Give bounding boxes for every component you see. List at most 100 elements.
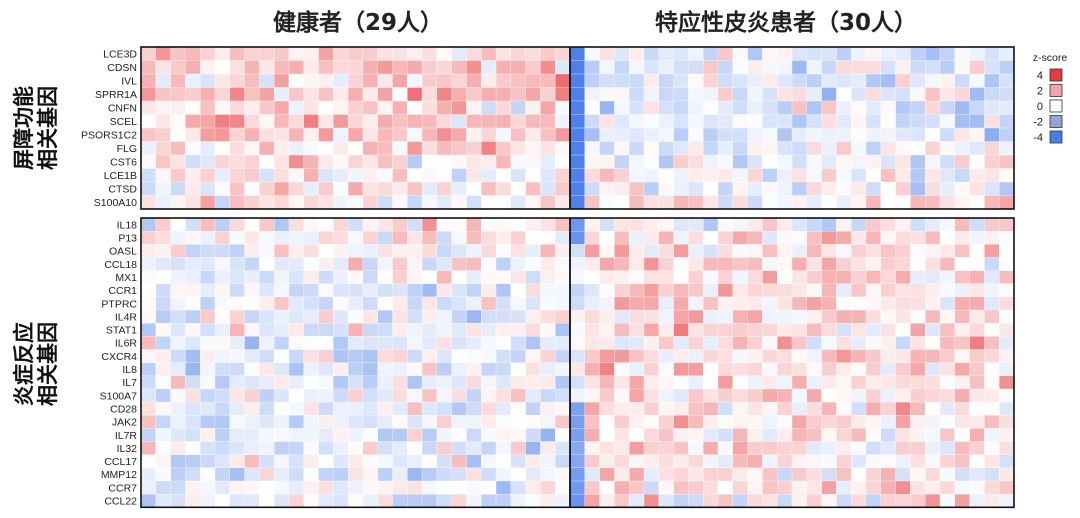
heatmap-cell xyxy=(451,441,468,456)
heatmap-cell xyxy=(170,60,187,75)
heatmap-cell xyxy=(451,454,468,469)
heatmap-cell xyxy=(895,454,912,469)
heatmap-cell xyxy=(747,244,764,259)
heatmap-cell xyxy=(377,362,394,377)
heatmap-cell xyxy=(658,244,675,259)
heatmap-cell xyxy=(865,100,882,116)
heatmap-cell xyxy=(969,415,986,430)
heatmap-cell xyxy=(540,441,556,456)
heatmap-cell xyxy=(466,244,482,259)
heatmap-cell xyxy=(984,257,1000,272)
heatmap-cell xyxy=(584,73,601,89)
heatmap-cell xyxy=(481,401,497,416)
heatmap-cell xyxy=(481,283,497,298)
heatmap-cell xyxy=(969,195,986,210)
heatmap-cell xyxy=(155,349,172,364)
heatmap-cell xyxy=(865,493,882,508)
heatmap-cell xyxy=(392,100,408,116)
heatmap-cell xyxy=(436,401,453,416)
heatmap-cell xyxy=(836,181,852,197)
heatmap-cell xyxy=(643,244,660,259)
panel-label-barrier-line1: 屏障功能 xyxy=(12,86,36,170)
heatmap-cell xyxy=(643,257,660,272)
heatmap-cell xyxy=(688,181,704,197)
heatmap-cell xyxy=(555,336,571,351)
heatmap-cell xyxy=(925,428,941,443)
heatmap-cell xyxy=(407,257,423,272)
heatmap-cell xyxy=(466,428,482,443)
heatmap-cell xyxy=(584,375,601,390)
heatmap-cell xyxy=(555,283,571,298)
heatmap-cell xyxy=(140,114,157,129)
heatmap-cell xyxy=(954,309,971,324)
heatmap-cell xyxy=(481,362,497,377)
heatmap-cell xyxy=(629,309,645,324)
heatmap-cell xyxy=(510,230,527,245)
heatmap-cell xyxy=(806,401,823,416)
heatmap-cell xyxy=(925,195,941,210)
heatmap-cell xyxy=(880,244,897,259)
heatmap-cell xyxy=(569,217,586,232)
heatmap-cell xyxy=(614,336,630,351)
heatmap-cell xyxy=(421,60,438,75)
heatmap-cell xyxy=(658,181,675,197)
heatmap-cell xyxy=(673,441,690,456)
heatmap-cell xyxy=(777,60,793,75)
heatmap-cell xyxy=(259,388,275,403)
heatmap-cell xyxy=(481,217,497,232)
heatmap-cell xyxy=(362,323,379,338)
heatmap-cell xyxy=(510,154,527,170)
heatmap-cell xyxy=(688,46,704,62)
heatmap-cell xyxy=(510,454,527,469)
heatmap-cell xyxy=(170,168,187,183)
heatmap-cell xyxy=(821,454,838,469)
heatmap-cell xyxy=(421,401,438,416)
heatmap-cell xyxy=(851,283,867,298)
heatmap-cell xyxy=(851,454,867,469)
heatmap-cell xyxy=(614,283,630,298)
heatmap-cell xyxy=(925,441,941,456)
heatmap-cell xyxy=(910,257,926,272)
heatmap-cell xyxy=(658,467,675,482)
heatmap-cell xyxy=(525,441,542,456)
heatmap-cell xyxy=(762,217,778,232)
heatmap-cell xyxy=(658,296,675,311)
heatmap-cell xyxy=(333,217,349,232)
heatmap-cell xyxy=(969,168,986,183)
heatmap-cell xyxy=(140,296,157,311)
heatmap-cell xyxy=(821,195,838,210)
heatmap-cell xyxy=(836,73,852,89)
heatmap-cell xyxy=(540,127,556,143)
heatmap-cell xyxy=(377,257,394,272)
heatmap-cell xyxy=(895,73,912,89)
heatmap-cell xyxy=(629,217,645,232)
heatmap-cell xyxy=(229,480,246,495)
heatmap-cell xyxy=(895,244,912,259)
heatmap-cell xyxy=(495,195,512,210)
heatmap-cell xyxy=(821,230,838,245)
heatmap-cell xyxy=(244,493,261,508)
heatmap-cell xyxy=(540,428,556,443)
heatmap-cell xyxy=(851,46,867,62)
heatmap-cell xyxy=(584,283,601,298)
heatmap-cell xyxy=(851,141,867,156)
heatmap-cell xyxy=(185,441,201,456)
heatmap-cell xyxy=(318,73,334,89)
heatmap-cell xyxy=(555,257,571,272)
heatmap-cell xyxy=(377,73,394,89)
heatmap-cell xyxy=(643,181,660,197)
heatmap-cell xyxy=(836,87,852,102)
heatmap-cell xyxy=(392,415,408,430)
gene-label-scel: SCEL xyxy=(110,116,138,128)
heatmap-cell xyxy=(673,100,690,116)
heatmap-cell xyxy=(140,244,157,259)
heatmap-cell xyxy=(288,154,305,170)
heatmap-cell xyxy=(747,195,764,210)
heatmap-cell xyxy=(836,375,852,390)
heatmap-cell xyxy=(510,428,527,443)
heatmap-cell xyxy=(525,181,542,197)
heatmap-cell xyxy=(569,401,586,416)
heatmap-cell xyxy=(333,375,349,390)
heatmap-cell xyxy=(259,217,275,232)
heatmap-cell xyxy=(939,467,956,482)
